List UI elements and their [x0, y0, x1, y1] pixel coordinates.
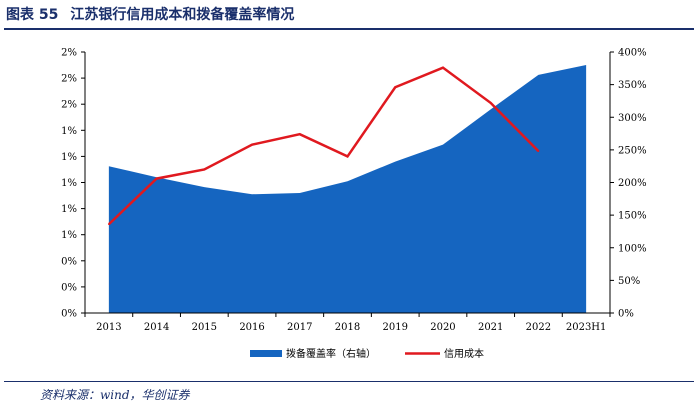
x-tick-label: 2015	[192, 322, 217, 333]
left-axis-ticks: 0% 0% 0% 1% 1% 1% 1% 1% 2% 2% 2%	[61, 48, 85, 320]
x-tick-label: 2022	[526, 322, 551, 333]
area-layer	[108, 65, 587, 313]
credit-cost-point-2014	[155, 177, 158, 180]
legend-label-area: 拨备覆盖率（右轴）	[286, 347, 376, 360]
right-tick-label: 50%	[618, 276, 640, 287]
left-tick-label: 0%	[61, 282, 77, 293]
x-tick-label: 2020	[430, 322, 455, 333]
legend: 拨备覆盖率（右轴） 信用成本	[250, 347, 484, 360]
left-tick-label: 1%	[61, 126, 77, 137]
x-tick-label: 2016	[239, 322, 264, 333]
title-divider	[4, 28, 694, 30]
left-tick-label: 1%	[61, 152, 77, 163]
right-axis-ticks: 0% 50% 100% 150% 200% 250% 300% 350% 400%	[610, 48, 647, 320]
credit-cost-point-2021	[489, 102, 492, 104]
coverage-ratio-area	[108, 65, 587, 313]
credit-cost-point-2022	[537, 150, 540, 152]
left-tick-label: 1%	[61, 204, 77, 215]
line-layer	[107, 66, 540, 226]
figure-title: 图表 55 江苏银行信用成本和拨备覆盖率情况	[6, 4, 294, 26]
right-tick-label: 150%	[618, 211, 647, 222]
credit-cost-point-2018	[346, 155, 349, 158]
right-tick-label: 400%	[618, 48, 647, 59]
x-tick-label: 2019	[383, 322, 408, 333]
credit-cost-line	[107, 66, 540, 226]
source-note: 资料来源：wind，华创证券	[40, 388, 190, 402]
x-tick-label: 2013	[96, 322, 121, 333]
x-tick-label: 2017	[287, 322, 312, 333]
right-tick-label: 250%	[618, 145, 647, 156]
x-axis-ticks: 2013 2014 2015 2016 2017 2018 2019 2020 2021 2022…	[84, 313, 611, 333]
credit-cost-point-2019	[394, 86, 397, 89]
credit-cost-point-2017	[298, 133, 301, 136]
left-tick-label: 0%	[61, 256, 77, 267]
credit-cost-point-2015	[203, 168, 206, 171]
x-tick-label: 2014	[144, 322, 169, 333]
left-tick-label: 1%	[61, 178, 77, 189]
left-tick-label: 1%	[61, 230, 77, 241]
right-tick-label: 100%	[618, 243, 647, 254]
figure-number: 图表 55	[6, 7, 59, 23]
legend-swatch-area	[250, 350, 282, 357]
left-tick-label: 0%	[61, 309, 77, 320]
chart: 0% 0% 0% 1% 1% 1% 1% 1% 2% 2% 2% 0% 50% 100% 150% 200%…	[61, 48, 647, 361]
figure-title-text: 江苏银行信用成本和拨备覆盖率情况	[70, 7, 295, 23]
credit-cost-point-2016	[251, 143, 253, 146]
left-tick-label: 2%	[61, 100, 77, 111]
left-tick-label: 2%	[61, 74, 77, 85]
credit-cost-point-2013	[108, 223, 110, 226]
x-tick-label: 2018	[335, 322, 360, 333]
right-tick-label: 0%	[618, 309, 634, 320]
right-tick-label: 200%	[618, 178, 647, 189]
credit-cost-point-2020	[442, 66, 444, 69]
source-divider	[4, 381, 694, 382]
right-tick-label: 300%	[618, 113, 647, 124]
left-tick-label: 2%	[61, 48, 77, 59]
right-tick-label: 350%	[618, 80, 647, 91]
x-tick-label: 2023H1	[566, 322, 607, 333]
x-tick-label: 2021	[478, 322, 503, 333]
legend-label-line: 信用成本	[444, 347, 484, 360]
